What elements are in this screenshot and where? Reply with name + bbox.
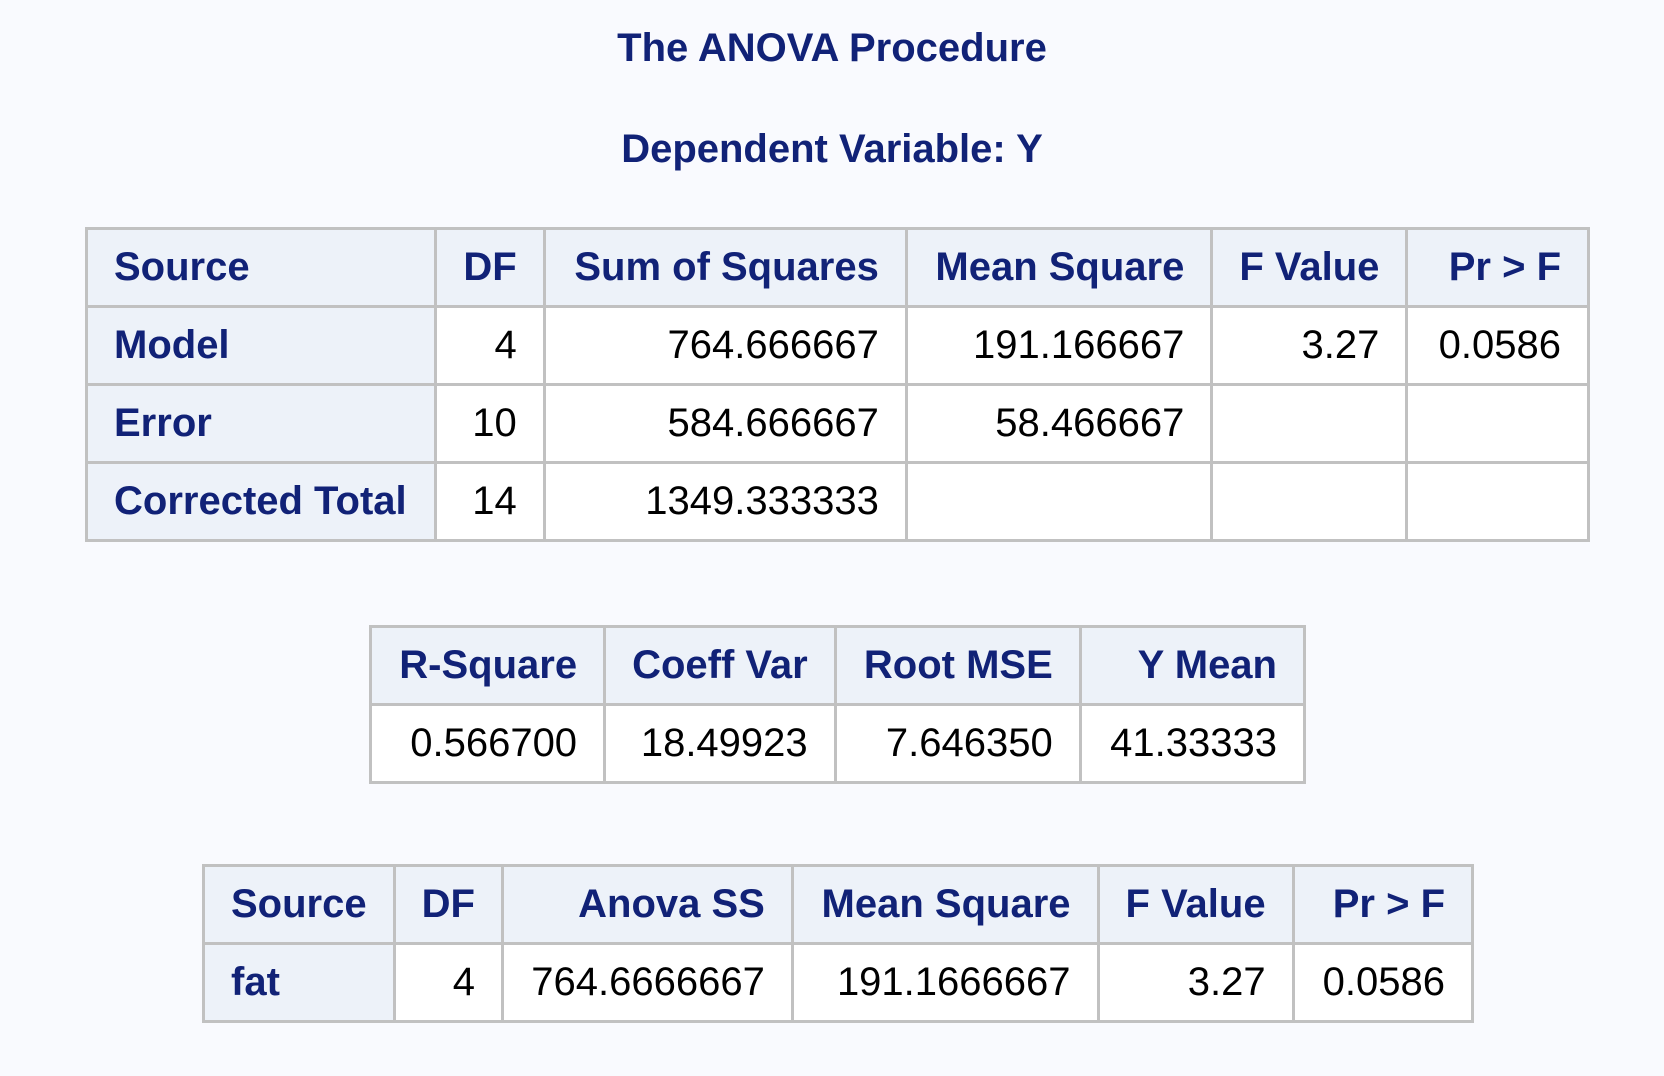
- header-f-value: F Value: [1096, 864, 1295, 945]
- cell-f-value: [1210, 383, 1409, 464]
- fit-statistics-table: R-Square Coeff Var Root MSE Y Mean 0.566…: [368, 625, 1307, 784]
- procedure-title: The ANOVA Procedure: [617, 26, 1047, 70]
- header-f-value: F Value: [1210, 227, 1409, 308]
- cell-pr-f: 0.0586: [1405, 305, 1590, 386]
- header-r-square: R-Square: [368, 625, 607, 706]
- row-label-error: Error: [84, 383, 438, 464]
- header-df: DF: [434, 227, 546, 308]
- cell-coeff-var: 18.49923: [603, 703, 837, 784]
- anova-header-row: Source DF Sum of Squares Mean Square F V…: [84, 227, 1590, 308]
- anova-table: Source DF Sum of Squares Mean Square F V…: [84, 227, 1590, 542]
- cell-df: 4: [434, 305, 546, 386]
- cell-sum-of-squares: 764.666667: [542, 305, 908, 386]
- table-row: Error 10 584.666667 58.466667: [84, 383, 1590, 464]
- anova-ss-header-row: Source DF Anova SS Mean Square F Value P…: [202, 864, 1475, 945]
- cell-pr-f: 0.0586: [1291, 942, 1475, 1023]
- cell-r-square: 0.566700: [368, 703, 607, 784]
- cell-mean-square: 58.466667: [904, 383, 1214, 464]
- cell-f-value: 3.27: [1096, 942, 1295, 1023]
- cell-y-mean: 41.33333: [1078, 703, 1307, 784]
- header-source: Source: [202, 864, 396, 945]
- dependent-variable-title: Dependent Variable: Y: [621, 127, 1043, 171]
- cell-f-value: [1210, 461, 1409, 542]
- cell-pr-f: [1405, 461, 1590, 542]
- row-label-model: Model: [84, 305, 438, 386]
- cell-sum-of-squares: 584.666667: [542, 383, 908, 464]
- table-row: Corrected Total 14 1349.333333: [84, 461, 1590, 542]
- cell-mean-square: [904, 461, 1214, 542]
- cell-pr-f: [1405, 383, 1590, 464]
- header-mean-square: Mean Square: [790, 864, 1100, 945]
- row-label-fat: fat: [202, 942, 396, 1023]
- row-label-corrected-total: Corrected Total: [84, 461, 438, 542]
- cell-f-value: 3.27: [1210, 305, 1409, 386]
- cell-df: 14: [434, 461, 546, 542]
- header-root-mse: Root MSE: [833, 625, 1082, 706]
- header-pr-f: Pr > F: [1405, 227, 1590, 308]
- table-row: fat 4 764.6666667 191.1666667 3.27 0.058…: [202, 942, 1475, 1023]
- fit-header-row: R-Square Coeff Var Root MSE Y Mean: [368, 625, 1307, 706]
- header-y-mean: Y Mean: [1078, 625, 1307, 706]
- cell-df: 10: [434, 383, 546, 464]
- cell-anova-ss: 764.6666667: [500, 942, 794, 1023]
- header-df: DF: [392, 864, 504, 945]
- cell-mean-square: 191.166667: [904, 305, 1214, 386]
- cell-mean-square: 191.1666667: [790, 942, 1100, 1023]
- cell-root-mse: 7.646350: [833, 703, 1082, 784]
- header-pr-f: Pr > F: [1291, 864, 1475, 945]
- header-anova-ss: Anova SS: [500, 864, 794, 945]
- header-mean-square: Mean Square: [904, 227, 1214, 308]
- anova-ss-table: Source DF Anova SS Mean Square F Value P…: [202, 864, 1475, 1023]
- table-row: Model 4 764.666667 191.166667 3.27 0.058…: [84, 305, 1590, 386]
- header-sum-of-squares: Sum of Squares: [542, 227, 908, 308]
- header-source: Source: [84, 227, 438, 308]
- cell-df: 4: [392, 942, 504, 1023]
- table-row: 0.566700 18.49923 7.646350 41.33333: [368, 703, 1307, 784]
- header-coeff-var: Coeff Var: [603, 625, 837, 706]
- cell-sum-of-squares: 1349.333333: [542, 461, 908, 542]
